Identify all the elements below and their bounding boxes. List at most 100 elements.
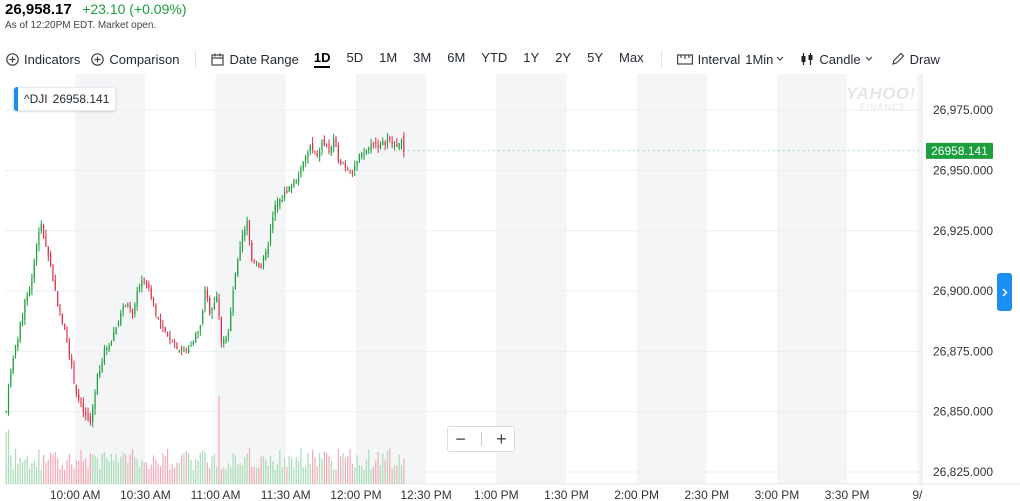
candle-body xyxy=(17,339,19,348)
candle-body xyxy=(183,348,185,351)
zoom-out-button[interactable]: − xyxy=(455,428,466,449)
candle-body xyxy=(213,302,215,309)
candle-body xyxy=(267,245,269,255)
legend-symbol: ^DJI xyxy=(24,92,48,106)
candle-body xyxy=(159,319,162,324)
volume-bar xyxy=(206,462,208,484)
interval-dropdown[interactable]: Interval 1Min xyxy=(676,52,785,67)
draw-button[interactable]: Draw xyxy=(891,52,940,67)
volume-bar xyxy=(59,468,61,484)
volume-bar xyxy=(28,468,31,484)
date-range-button[interactable]: Date Range xyxy=(211,51,299,67)
volume-bar xyxy=(281,467,283,484)
volume-bar xyxy=(391,468,393,484)
candle-body xyxy=(290,186,293,188)
volume-bar xyxy=(328,456,330,484)
volume-bar xyxy=(337,449,339,484)
candle-body xyxy=(293,180,295,187)
volume-bar xyxy=(218,396,220,484)
candle-body xyxy=(96,374,99,394)
volume-bar xyxy=(122,452,124,484)
volume-bar xyxy=(127,462,129,484)
candle-body xyxy=(129,305,131,309)
range-1y[interactable]: 1Y xyxy=(523,50,540,65)
candle-body xyxy=(190,345,192,347)
candle-body xyxy=(239,247,241,261)
x-tick-label: 9/ xyxy=(912,488,923,501)
candle-body xyxy=(178,350,180,352)
volume-bar xyxy=(295,456,297,484)
symbol-legend[interactable]: ^DJI 26958.141 xyxy=(13,87,117,111)
volume-bar xyxy=(131,448,134,484)
range-1m[interactable]: 1M xyxy=(379,50,398,65)
chevron-down-icon xyxy=(865,56,873,61)
indicators-button[interactable]: Indicators xyxy=(6,52,80,67)
toolbar-divider xyxy=(660,50,662,68)
candle-body xyxy=(101,361,103,372)
date-range-label: Date Range xyxy=(229,51,299,67)
x-tick-label: 10:00 AM xyxy=(50,488,101,501)
volume-bar xyxy=(216,467,218,484)
candle-body xyxy=(281,199,283,202)
range-5y[interactable]: 5Y xyxy=(587,50,604,65)
time-band xyxy=(636,74,707,484)
quote-price: 26,958.17 xyxy=(5,1,72,18)
candle-body xyxy=(108,345,110,351)
legend-color-bar xyxy=(14,87,18,111)
zoom-controls: − + xyxy=(447,426,515,452)
volume-bar xyxy=(110,453,113,484)
candle-body xyxy=(379,144,382,149)
volume-bar xyxy=(17,463,19,484)
zoom-in-button[interactable]: + xyxy=(496,428,507,449)
range-ytd[interactable]: YTD xyxy=(481,50,508,65)
chart-type-dropdown[interactable]: Candle xyxy=(800,52,873,67)
volume-bar xyxy=(274,469,276,484)
volume-bar xyxy=(253,466,255,484)
time-band xyxy=(776,74,848,484)
range-5d[interactable]: 5D xyxy=(346,50,364,65)
price-chart[interactable]: 26,975.000 26,950.000 26,925.000 26,900.000… xyxy=(0,74,1020,501)
volume-bar xyxy=(12,468,14,484)
range-max[interactable]: Max xyxy=(619,50,644,65)
candle-body xyxy=(248,220,251,241)
candle-body xyxy=(99,370,101,376)
volume-bar xyxy=(155,459,157,484)
range-2y[interactable]: 2Y xyxy=(555,50,572,65)
volume-bar xyxy=(241,465,244,484)
volume-bar xyxy=(244,457,246,484)
volume-bar xyxy=(164,456,166,484)
candle-body xyxy=(164,326,166,332)
candle-body xyxy=(206,289,208,299)
candle-body xyxy=(323,138,325,146)
volume-bar xyxy=(38,449,40,484)
comparison-button[interactable]: Comparison xyxy=(91,52,179,67)
pencil-icon xyxy=(891,52,904,65)
volume-bar xyxy=(276,464,279,484)
candle-body xyxy=(269,229,272,245)
volume-bar xyxy=(108,461,110,484)
volume-bar xyxy=(342,453,344,484)
range-selector: 1D 5D 1M 3M 6M YTD 1Y 2Y 5Y Max xyxy=(313,50,644,68)
range-1d[interactable]: 1D xyxy=(313,50,331,68)
volume-bar xyxy=(398,454,400,484)
range-3m[interactable]: 3M xyxy=(413,50,432,65)
candle-body xyxy=(276,203,279,207)
scroll-right-button[interactable] xyxy=(997,273,1012,311)
chevron-right-icon xyxy=(1001,287,1008,297)
volume-bar xyxy=(389,448,391,484)
quote-change: +23.10 (+0.09%) xyxy=(82,1,187,17)
candle-body xyxy=(368,147,370,151)
candle-body xyxy=(312,142,314,150)
candle-body xyxy=(375,143,377,145)
volume-bar xyxy=(68,453,70,484)
volume-bar xyxy=(85,458,87,484)
candle-body xyxy=(42,225,45,237)
y-tick-label: 26,875.000 xyxy=(933,344,993,358)
candle-body xyxy=(188,347,190,353)
candle-body xyxy=(33,260,35,278)
x-tick-label: 1:30 PM xyxy=(544,488,589,501)
volume-bar xyxy=(134,457,136,484)
candle-body xyxy=(363,153,365,155)
candle-body xyxy=(12,358,14,373)
range-6m[interactable]: 6M xyxy=(447,50,466,65)
